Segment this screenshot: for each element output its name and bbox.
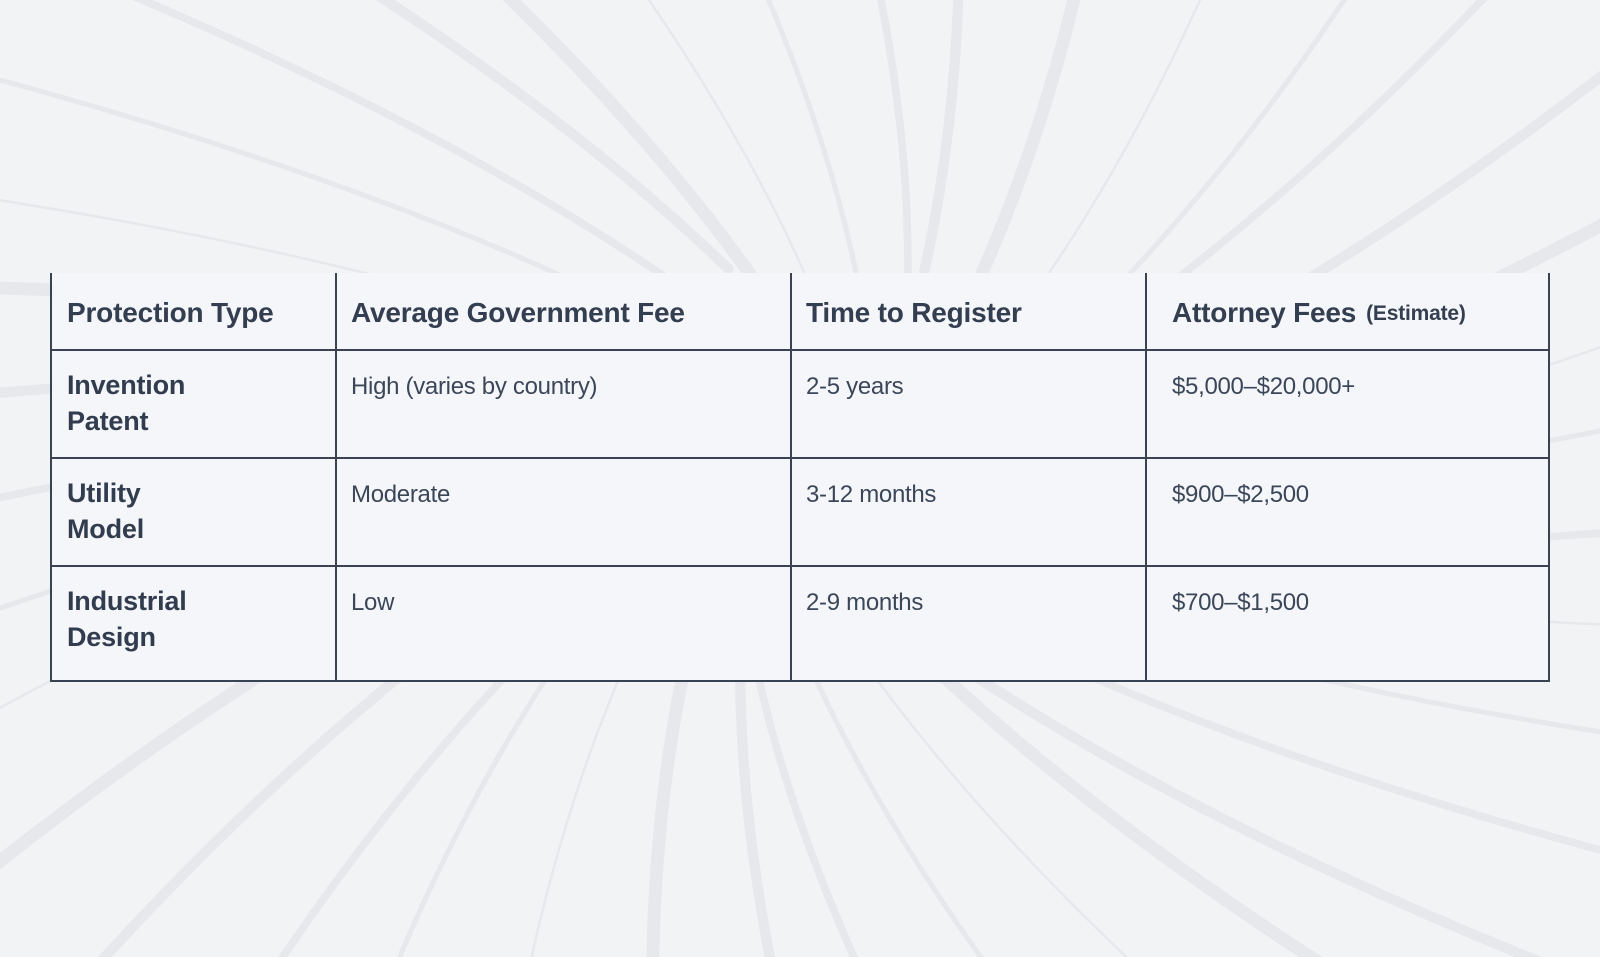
cell-protection-type: Utility Model [52,459,337,567]
cell-protection-type: Industrial Design [52,567,337,680]
cell-protection-type: Invention Patent [52,351,337,459]
cell-attorney-fees: $5,000–$20,000+ [1147,351,1548,459]
header-cell-time-to-register: Time to Register [792,273,1147,351]
header-label: Protection Type [67,297,274,328]
cell-government-fee: Low [337,567,792,680]
cell-time-to-register: 2-5 years [792,351,1147,459]
cell-attorney-fees: $700–$1,500 [1172,589,1309,616]
header-label: Time to Register [806,297,1022,328]
cell-government-fee: Moderate [337,459,792,567]
header-cell-attorney-fees: Attorney Fees (Estimate) [1147,273,1548,351]
cell-time-to-register: 2-9 months [792,567,1147,680]
comparison-table: Protection Type Average Government Fee T… [50,273,1550,682]
cell-attorney-fees: $900–$2,500 [1147,459,1548,567]
header-note-estimate: (Estimate) [1366,302,1466,325]
header-label: Attorney Fees [1172,297,1357,328]
header-cell-protection-type: Protection Type [52,273,337,351]
cell-time-to-register: 3-12 months [792,459,1147,567]
cell-government-fee: High (varies by country) [337,351,792,459]
header-cell-government-fee: Average Government Fee [337,273,792,351]
header-label: Average Government Fee [351,297,685,328]
